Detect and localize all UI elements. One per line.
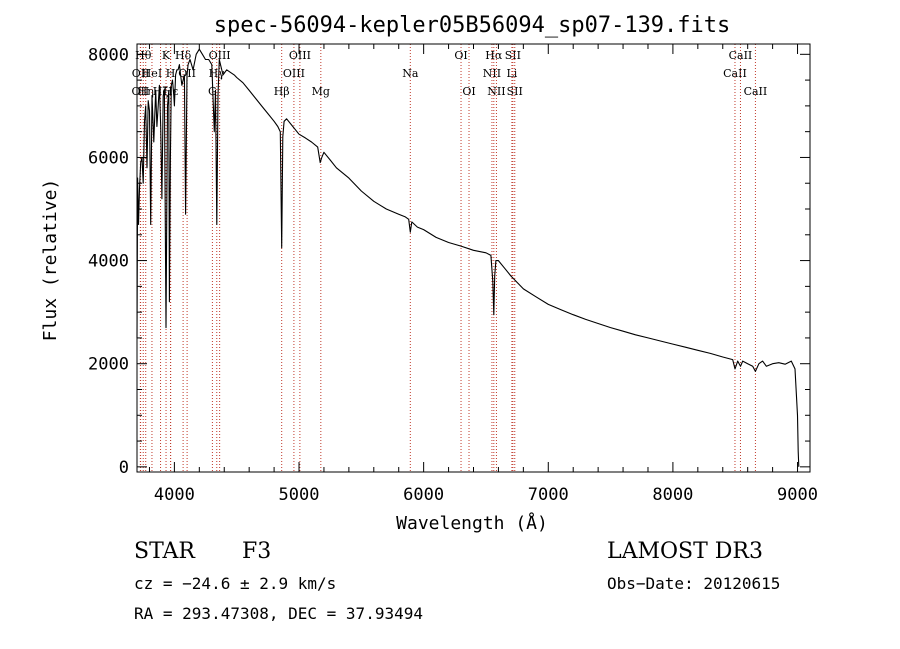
x-tick-label-2: 6000: [403, 485, 444, 505]
object-class: STAR: [134, 539, 195, 564]
spectral-line-markers: OIIOIIHθHηHeIHζKHHεHδOIIGHγOIIIHβOIIIOII…: [132, 44, 768, 472]
line-marker-label-24: Li: [506, 67, 517, 80]
line-marker-label-22: Hα: [485, 49, 503, 62]
line-marker-label-2: Hθ: [135, 49, 152, 62]
survey-name: LAMOST DR3: [607, 539, 763, 564]
line-marker-label-17: Mg: [312, 85, 330, 98]
y-axis-label: Flux (relative): [40, 179, 61, 342]
line-marker-label-0: OII: [132, 85, 150, 98]
y-tick-label-2: 4000: [88, 252, 129, 272]
axes-frame: [136, 43, 811, 473]
line-marker-label-23: NII: [487, 85, 505, 98]
line-marker-label-14: Hβ: [274, 85, 290, 98]
line-marker-label-3: Hη: [138, 85, 154, 98]
x-tick-label-4: 8000: [652, 485, 693, 505]
y-tick-label-4: 8000: [88, 45, 129, 65]
line-marker-label-12: Hγ: [209, 67, 226, 80]
coordinates: RA = 293.47308, DEC = 37.93494: [134, 604, 423, 623]
line-marker-label-13: OIII: [209, 49, 231, 62]
x-axis-label: Wavelength (Å): [396, 512, 548, 534]
redshift-value: cz = −24.6 ± 2.9 km/s: [134, 574, 337, 593]
line-marker-label-18: Na: [402, 67, 419, 80]
line-marker-label-20: OI: [462, 85, 475, 98]
plot-area: [136, 48, 800, 467]
line-marker-label-29: CaII: [744, 85, 768, 98]
line-marker-label-28: CaII: [729, 49, 753, 62]
y-tick-label-3: 6000: [88, 148, 129, 168]
x-tick-label-3: 7000: [528, 485, 569, 505]
line-marker-label-15: OIII: [283, 67, 305, 80]
y-tick-label-1: 2000: [88, 355, 129, 375]
line-marker-label-6: K: [162, 49, 171, 62]
object-subclass: F3: [242, 539, 272, 564]
observation-date: Obs−Date: 20120615: [607, 574, 781, 593]
flux-series-line: [136, 48, 800, 467]
line-marker-label-19: OI: [454, 49, 467, 62]
x-tick-label-5: 9000: [777, 485, 818, 505]
line-marker-label-21: NII: [483, 67, 501, 80]
line-marker-label-9: Hδ: [175, 49, 192, 62]
x-tick-label-0: 4000: [154, 485, 195, 505]
line-marker-label-4: HeI: [142, 67, 162, 80]
y-tick-label-0: 0: [119, 458, 129, 478]
x-tick-label-1: 5000: [279, 485, 320, 505]
line-marker-label-7: H: [166, 67, 176, 80]
axes: 4000 5000 6000 7000 8000 9000 0 2000 4000 6000 800…: [88, 43, 818, 505]
line-marker-label-25: SII: [505, 49, 521, 62]
line-marker-label-1: OII: [132, 67, 150, 80]
line-marker-label-27: CaII: [723, 67, 747, 80]
chart-title: spec-56094-kepler05B56094_sp07-139.fits: [214, 13, 731, 38]
line-marker-label-26: SII: [507, 85, 523, 98]
line-marker-label-16: OIII: [289, 49, 311, 62]
